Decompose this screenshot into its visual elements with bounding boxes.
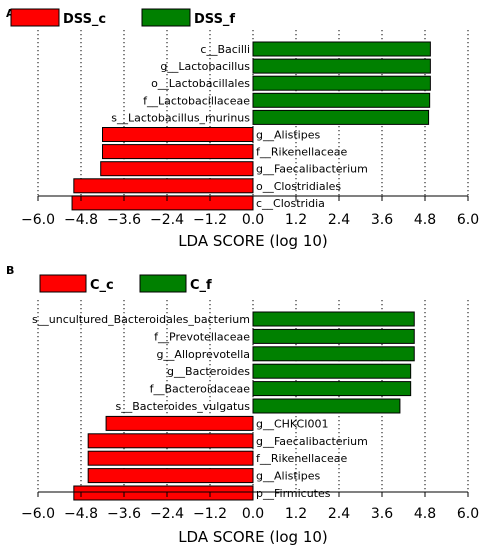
- bar-dss-c: [73, 178, 254, 194]
- legend-label-dss-c: DSS_c: [63, 12, 106, 27]
- panel-b-bar-labels: s__uncultured_Bacteroidales_bacterium f__…: [32, 313, 368, 500]
- bar-dss-c: [71, 195, 254, 211]
- panel-a-legend: DSS_c DSS_f: [10, 8, 235, 27]
- x-tick-label: 4.8: [414, 212, 436, 228]
- x-tick-label: 4.8: [414, 506, 436, 522]
- bar-dss-c: [100, 161, 254, 177]
- bar-label: f__Bacteroidaceae: [150, 383, 251, 396]
- bar-c-f: [252, 381, 412, 397]
- x-tick-label: −6.0: [21, 212, 55, 228]
- panel-b-x-ticks: −6.0 −4.8 −3.6 −2.4 −1.2 0.0 1.2 2.4 3.6 4.8 6.0: [21, 492, 479, 522]
- panel-b: B C_c C_f s__uncultured_Bacteroidales_ba…: [6, 264, 479, 546]
- x-tick-label: 3.6: [371, 212, 393, 228]
- bar-label: g__Alloprevotella: [156, 348, 250, 361]
- bar-label: g__Lactobacillus: [160, 60, 250, 73]
- bar-dss-f: [252, 75, 431, 91]
- x-tick-label: 0.0: [242, 506, 264, 522]
- panel-a-bar-labels: c__Bacilli g__Lactobacillus o__Lactobacill…: [111, 43, 368, 210]
- x-tick-label: −4.8: [64, 506, 98, 522]
- panel-b-label: B: [6, 264, 14, 277]
- bar-c-f: [252, 311, 415, 327]
- panel-b-bars: [73, 311, 415, 501]
- panel-a-x-axis-title: LDA SCORE (log 10): [178, 232, 328, 250]
- x-tick-label: 2.4: [328, 212, 350, 228]
- bar-c-c: [87, 450, 254, 466]
- bar-label: g__Alistipes: [256, 470, 320, 483]
- panel-a-x-ticks: −6.0 −4.8 −3.6 −2.4 −1.2 0.0 1.2 2.4 3.6 4.8 6.0: [21, 196, 479, 228]
- bar-c-f: [252, 346, 415, 362]
- legend-label-c-f: C_f: [190, 278, 212, 293]
- bar-c-c: [87, 468, 254, 484]
- bar-label: o__Lactobacillales: [151, 77, 250, 90]
- bar-label: s__Lactobacillus_murinus: [111, 111, 250, 124]
- x-tick-label: −1.2: [193, 212, 227, 228]
- bar-label: g__CHKCI001: [256, 417, 328, 430]
- x-tick-label: −6.0: [21, 506, 55, 522]
- bar-label: g__Alistipes: [256, 129, 320, 142]
- x-tick-label: 1.2: [285, 212, 307, 228]
- x-tick-label: −2.4: [150, 212, 184, 228]
- legend-label-dss-f: DSS_f: [194, 12, 235, 27]
- legend-swatch-c-c: [39, 274, 87, 293]
- legend-swatch-c-f: [139, 274, 187, 293]
- x-tick-label: 6.0: [457, 506, 479, 522]
- bar-dss-c: [102, 127, 254, 142]
- bar-label: g__Bacteroides: [167, 365, 250, 378]
- bar-label: s__uncultured_Bacteroidales_bacterium: [32, 313, 250, 326]
- bar-label: f__Rikenellaceae: [256, 452, 347, 465]
- x-tick-label: −3.6: [107, 212, 141, 228]
- bar-dss-f: [252, 92, 431, 108]
- x-tick-label: 1.2: [285, 506, 307, 522]
- bar-c-f: [252, 398, 401, 414]
- bar-c-c: [73, 485, 254, 501]
- bar-label: f__Rikenellaceae: [256, 146, 347, 159]
- bar-label: s__Bacteroides_vulgatus: [116, 400, 251, 413]
- bar-label: p__Firmicutes: [256, 487, 331, 500]
- x-tick-label: −2.4: [150, 506, 184, 522]
- x-tick-label: 3.6: [371, 506, 393, 522]
- bar-c-f: [252, 363, 412, 379]
- panel-a: A DSS_c DSS_f c__Bacillig__Lactobacillus…: [6, 7, 479, 250]
- x-tick-label: 0.0: [242, 212, 264, 228]
- bar-label: o__Clostridiales: [256, 180, 341, 193]
- bar-label: g__Faecalibacterium: [256, 163, 368, 176]
- x-tick-label: 6.0: [457, 212, 479, 228]
- bar-c-c: [87, 433, 254, 449]
- x-tick-label: −3.6: [107, 506, 141, 522]
- panel-b-legend: C_c C_f: [39, 274, 212, 293]
- bar-dss-c: [102, 144, 254, 160]
- x-tick-label: −4.8: [64, 212, 98, 228]
- bar-dss-f: [252, 109, 430, 125]
- bar-dss-f: [252, 41, 431, 57]
- bar-c-f: [252, 328, 415, 344]
- bar-label: f__Prevotellaceae: [154, 330, 250, 343]
- bar-label: c__Clostridia: [256, 197, 325, 210]
- legend-swatch-dss-c: [10, 8, 60, 27]
- legend-swatch-dss-f: [141, 8, 191, 27]
- panel-b-x-axis-title: LDA SCORE (log 10): [178, 528, 328, 546]
- panel-a-bars: [71, 41, 431, 211]
- bar-label: c__Bacilli: [200, 43, 250, 56]
- bar-dss-f: [252, 58, 431, 74]
- bar-c-c: [105, 415, 254, 431]
- legend-label-c-c: C_c: [90, 278, 114, 293]
- x-tick-label: 2.4: [328, 506, 350, 522]
- bar-label: f__Lactobacillaceae: [143, 94, 250, 107]
- x-tick-label: −1.2: [193, 506, 227, 522]
- bar-label: g__Faecalibacterium: [256, 435, 368, 448]
